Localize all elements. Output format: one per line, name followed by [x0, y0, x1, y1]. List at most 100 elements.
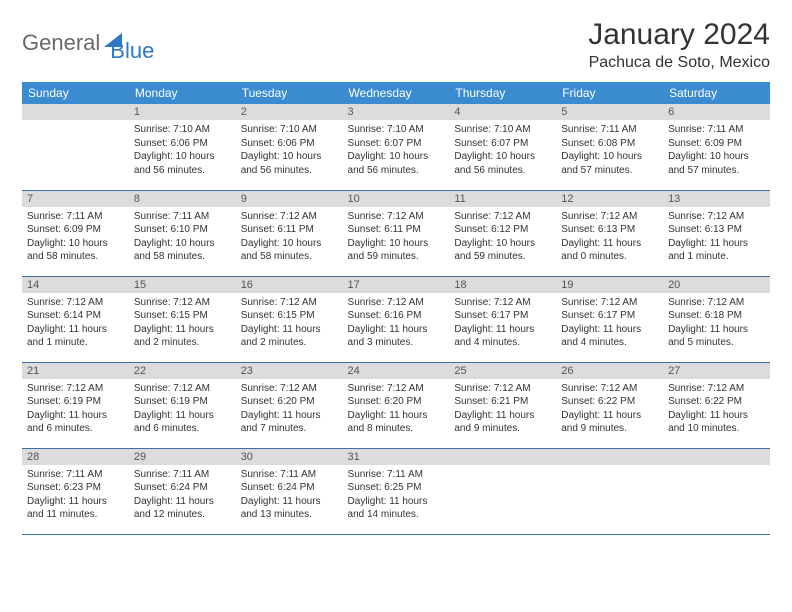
calendar-cell: 13Sunrise: 7:12 AMSunset: 6:13 PMDayligh… [663, 190, 770, 276]
calendar-cell: 16Sunrise: 7:12 AMSunset: 6:15 PMDayligh… [236, 276, 343, 362]
sunset-text: Sunset: 6:24 PM [134, 481, 231, 495]
sunrise-text: Sunrise: 7:12 AM [348, 382, 445, 396]
calendar-cell: 31 Sunrise: 7:11 AMSunset: 6:25 PMDayligh… [343, 448, 450, 534]
sunrise-text: Sunrise: 7:11 AM [134, 468, 231, 482]
sunset-text: Sunset: 6:08 PM [561, 137, 658, 151]
sunrise-text: Sunrise: 7:11 AM [134, 210, 231, 224]
logo: General Blue [22, 22, 154, 64]
sunset-text: Sunset: 6:22 PM [561, 395, 658, 409]
day-number: 31 [343, 449, 450, 465]
daylight-text: Daylight: 11 hours and 9 minutes. [454, 409, 551, 436]
calendar-cell: 20Sunrise: 7:12 AMSunset: 6:18 PMDayligh… [663, 276, 770, 362]
calendar-cell: 3Sunrise: 7:10 AMSunset: 6:07 PMDaylight… [343, 104, 450, 190]
sunset-text: Sunset: 6:21 PM [454, 395, 551, 409]
calendar-cell: 7Sunrise: 7:11 AMSunset: 6:09 PMDaylight… [22, 190, 129, 276]
weekday-header: Tuesday [236, 82, 343, 104]
sunrise-text: Sunrise: 7:11 AM [348, 468, 445, 482]
day-number: 20 [663, 277, 770, 293]
calendar-cell: 12Sunrise: 7:12 AMSunset: 6:13 PMDayligh… [556, 190, 663, 276]
calendar-cell: 4Sunrise: 7:10 AMSunset: 6:07 PMDaylight… [449, 104, 556, 190]
daylight-text: Daylight: 11 hours and 6 minutes. [27, 409, 124, 436]
day-number: 10 [343, 191, 450, 207]
sunset-text: Sunset: 6:18 PM [668, 309, 765, 323]
logo-text-general: General [22, 30, 100, 56]
sunrise-text: Sunrise: 7:12 AM [241, 296, 338, 310]
daylight-text: Daylight: 11 hours and 14 minutes. [348, 495, 445, 522]
calendar-cell [663, 448, 770, 534]
sunset-text: Sunset: 6:24 PM [241, 481, 338, 495]
daylight-text: Daylight: 10 hours and 56 minutes. [454, 150, 551, 177]
day-number: 22 [129, 363, 236, 379]
header: General Blue January 2024 Pachuca de Sot… [22, 18, 770, 72]
day-number-empty [22, 104, 129, 120]
month-title: January 2024 [588, 18, 770, 52]
sunrise-text: Sunrise: 7:12 AM [561, 382, 658, 396]
day-number-empty [449, 449, 556, 465]
weekday-header: Monday [129, 82, 236, 104]
daylight-text: Daylight: 11 hours and 12 minutes. [134, 495, 231, 522]
sunset-text: Sunset: 6:10 PM [134, 223, 231, 237]
daylight-text: Daylight: 10 hours and 56 minutes. [241, 150, 338, 177]
sunset-text: Sunset: 6:09 PM [27, 223, 124, 237]
sunrise-text: Sunrise: 7:10 AM [348, 123, 445, 137]
daylight-text: Daylight: 10 hours and 57 minutes. [668, 150, 765, 177]
day-number: 5 [556, 104, 663, 120]
sunrise-text: Sunrise: 7:12 AM [454, 210, 551, 224]
day-number: 2 [236, 104, 343, 120]
sunrise-text: Sunrise: 7:12 AM [561, 296, 658, 310]
day-number-empty [663, 449, 770, 465]
calendar-head: SundayMondayTuesdayWednesdayThursdayFrid… [22, 82, 770, 104]
daylight-text: Daylight: 10 hours and 59 minutes. [348, 237, 445, 264]
calendar-cell: 27Sunrise: 7:12 AMSunset: 6:22 PMDayligh… [663, 362, 770, 448]
daylight-text: Daylight: 11 hours and 0 minutes. [561, 237, 658, 264]
daylight-text: Daylight: 10 hours and 56 minutes. [348, 150, 445, 177]
day-number: 9 [236, 191, 343, 207]
sunrise-text: Sunrise: 7:12 AM [134, 296, 231, 310]
sunrise-text: Sunrise: 7:10 AM [241, 123, 338, 137]
calendar-cell: 15Sunrise: 7:12 AMSunset: 6:15 PMDayligh… [129, 276, 236, 362]
weekday-header: Sunday [22, 82, 129, 104]
day-number: 12 [556, 191, 663, 207]
sunrise-text: Sunrise: 7:12 AM [561, 210, 658, 224]
calendar-cell: 19Sunrise: 7:12 AMSunset: 6:17 PMDayligh… [556, 276, 663, 362]
day-number: 16 [236, 277, 343, 293]
day-number: 7 [22, 191, 129, 207]
daylight-text: Daylight: 11 hours and 6 minutes. [134, 409, 231, 436]
daylight-text: Daylight: 11 hours and 2 minutes. [134, 323, 231, 350]
day-number: 21 [22, 363, 129, 379]
day-number: 26 [556, 363, 663, 379]
sunrise-text: Sunrise: 7:11 AM [241, 468, 338, 482]
sunrise-text: Sunrise: 7:11 AM [561, 123, 658, 137]
daylight-text: Daylight: 10 hours and 59 minutes. [454, 237, 551, 264]
daylight-text: Daylight: 10 hours and 58 minutes. [27, 237, 124, 264]
weekday-header: Friday [556, 82, 663, 104]
calendar-cell: 8Sunrise: 7:11 AMSunset: 6:10 PMDaylight… [129, 190, 236, 276]
daylight-text: Daylight: 11 hours and 1 minute. [27, 323, 124, 350]
location: Pachuca de Soto, Mexico [588, 54, 770, 72]
calendar-cell: 5Sunrise: 7:11 AMSunset: 6:08 PMDaylight… [556, 104, 663, 190]
daylight-text: Daylight: 11 hours and 5 minutes. [668, 323, 765, 350]
title-block: January 2024 Pachuca de Soto, Mexico [588, 18, 770, 72]
day-number: 25 [449, 363, 556, 379]
calendar-cell: 28Sunrise: 7:11 AMSunset: 6:23 PMDayligh… [22, 448, 129, 534]
calendar-cell: 11Sunrise: 7:12 AMSunset: 6:12 PMDayligh… [449, 190, 556, 276]
sunset-text: Sunset: 6:06 PM [241, 137, 338, 151]
calendar-cell: 22Sunrise: 7:12 AMSunset: 6:19 PMDayligh… [129, 362, 236, 448]
sunset-text: Sunset: 6:16 PM [348, 309, 445, 323]
daylight-text: Daylight: 11 hours and 4 minutes. [454, 323, 551, 350]
sunset-text: Sunset: 6:11 PM [348, 223, 445, 237]
sunset-text: Sunset: 6:11 PM [241, 223, 338, 237]
sunrise-text: Sunrise: 7:10 AM [134, 123, 231, 137]
sunset-text: Sunset: 6:20 PM [241, 395, 338, 409]
weekday-header: Wednesday [343, 82, 450, 104]
sunset-text: Sunset: 6:15 PM [241, 309, 338, 323]
daylight-text: Daylight: 11 hours and 3 minutes. [348, 323, 445, 350]
sunset-text: Sunset: 6:25 PM [348, 481, 445, 495]
calendar-cell: 21Sunrise: 7:12 AMSunset: 6:19 PMDayligh… [22, 362, 129, 448]
daylight-text: Daylight: 11 hours and 10 minutes. [668, 409, 765, 436]
sunset-text: Sunset: 6:14 PM [27, 309, 124, 323]
day-number: 23 [236, 363, 343, 379]
sunset-text: Sunset: 6:13 PM [668, 223, 765, 237]
calendar-cell: 29Sunrise: 7:11 AMSunset: 6:24 PMDayligh… [129, 448, 236, 534]
day-number: 6 [663, 104, 770, 120]
